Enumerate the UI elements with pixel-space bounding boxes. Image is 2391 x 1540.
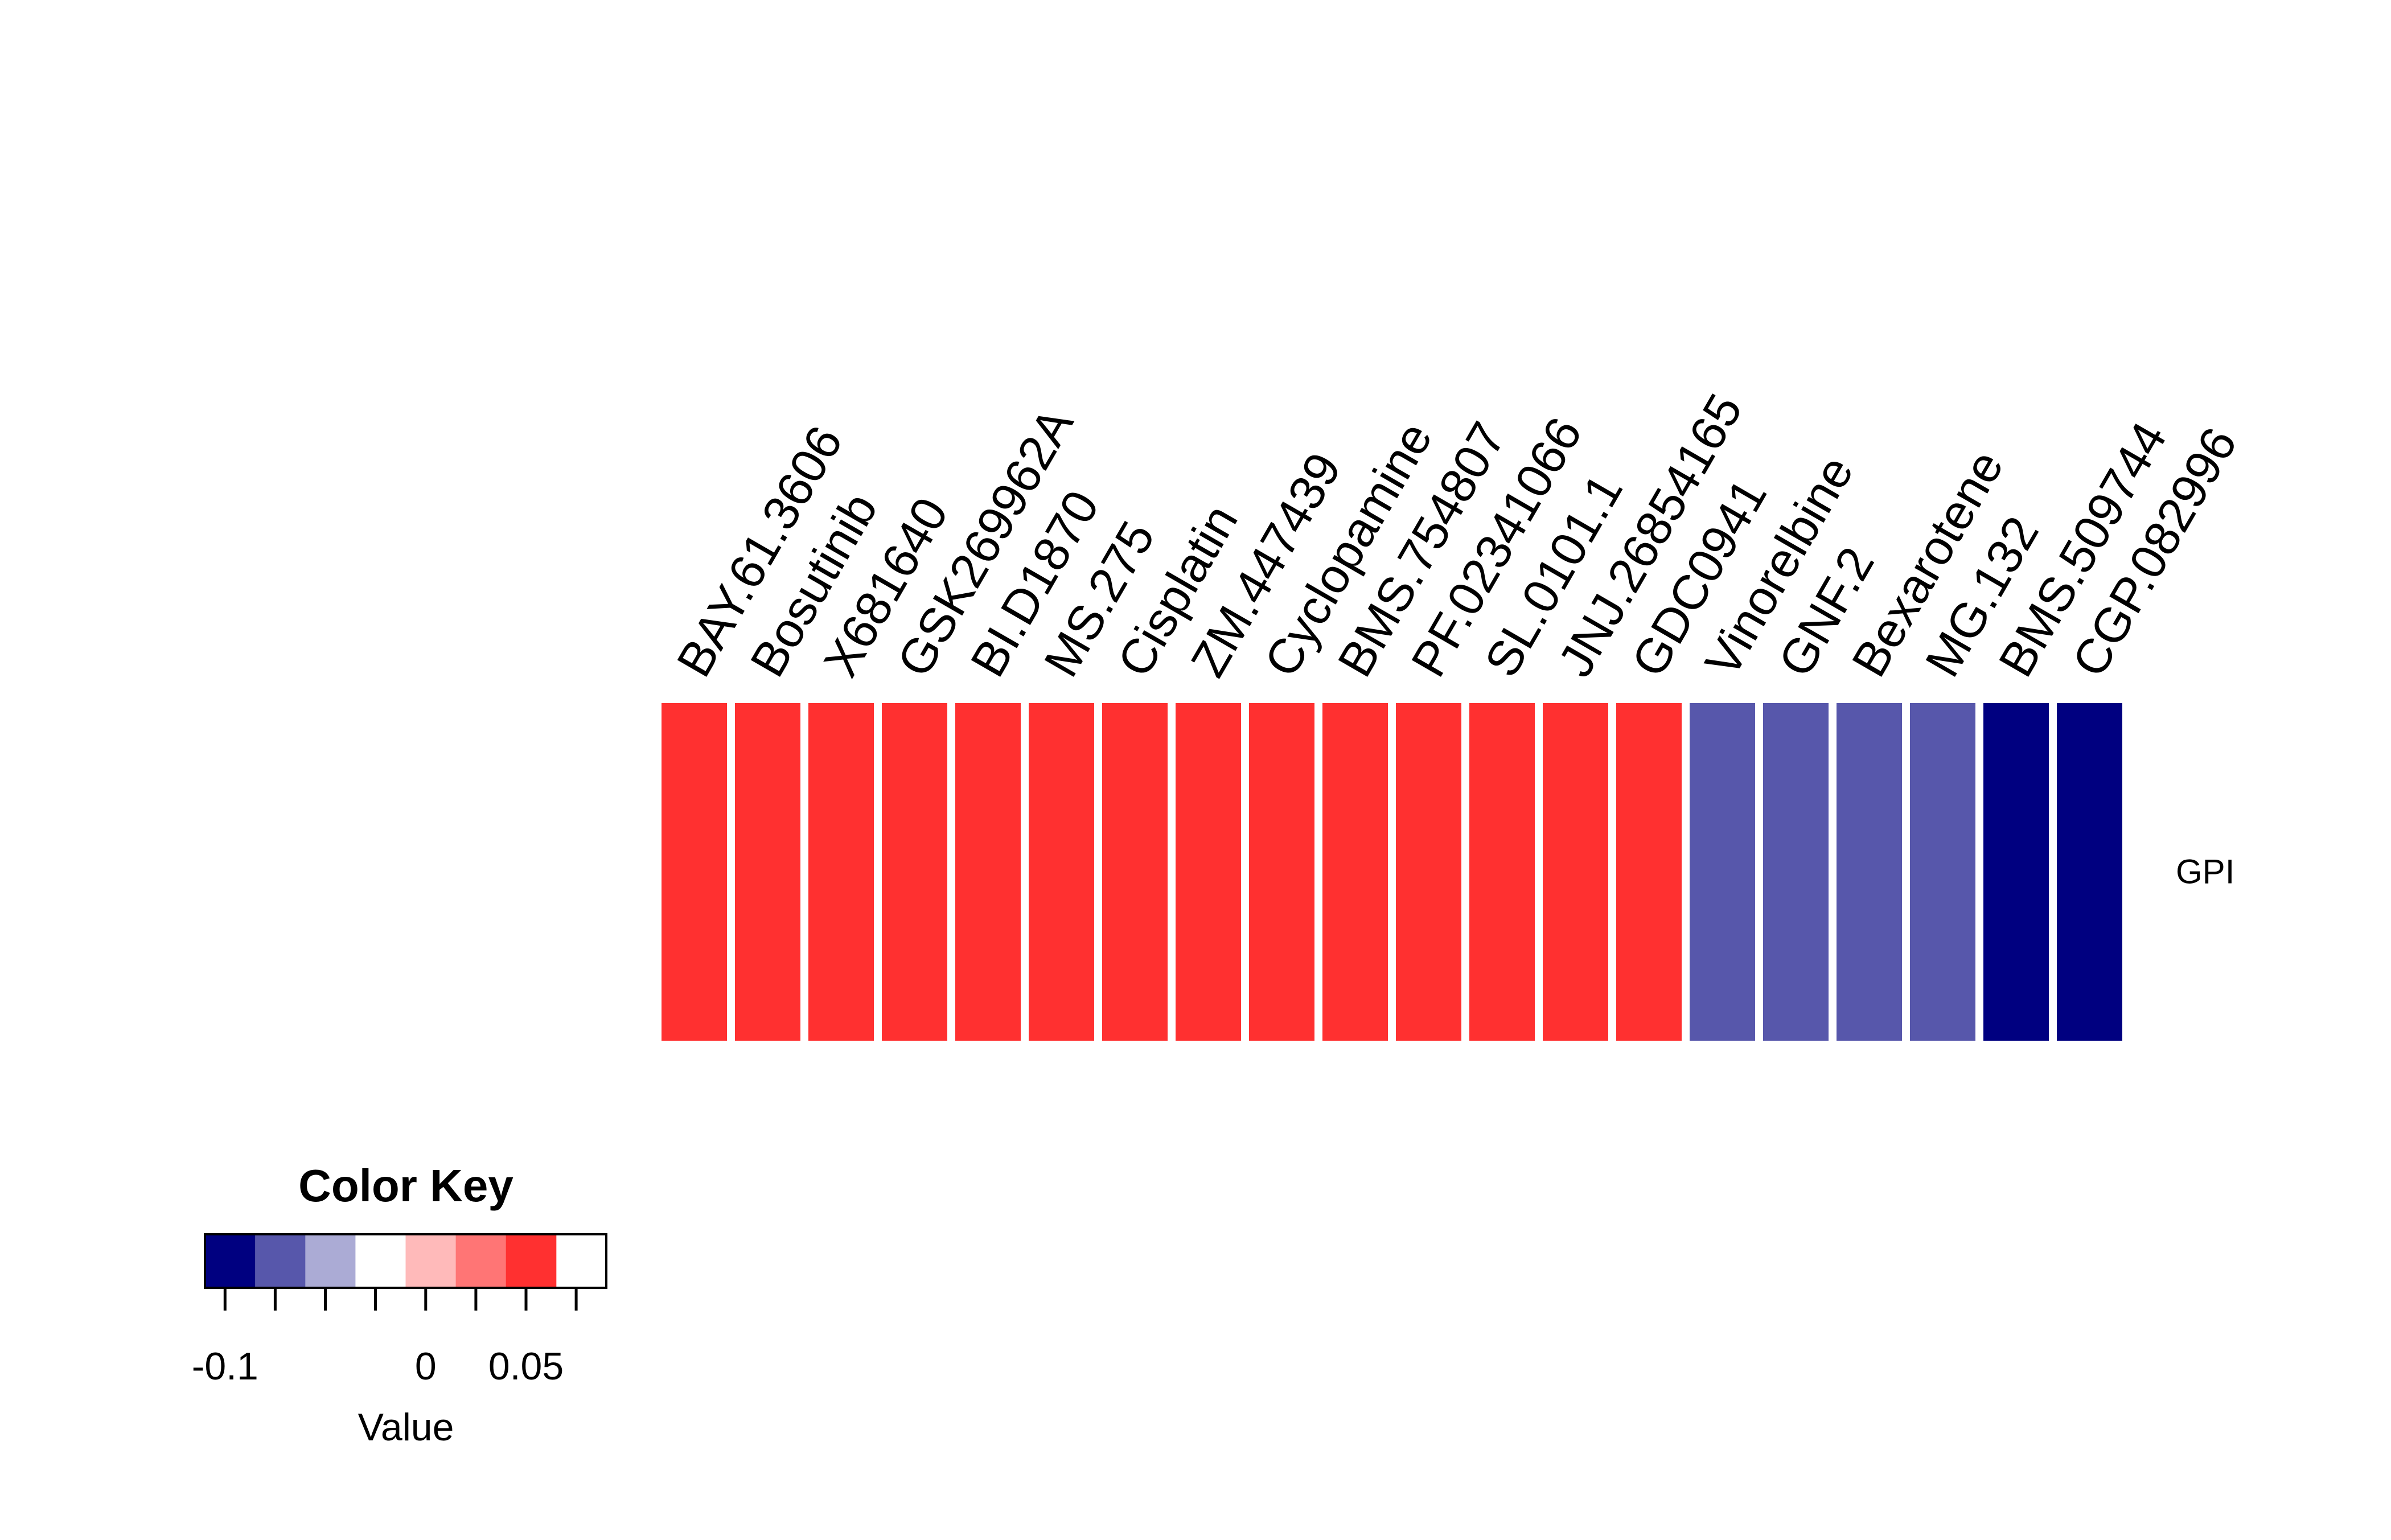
color-key-swatch: [405, 1234, 457, 1288]
color-key-tick-label: -0.1: [192, 1345, 258, 1388]
color-key-swatch: [455, 1234, 507, 1288]
heatmap-cell: [1322, 703, 1388, 1041]
color-key-frame: [204, 1233, 607, 1289]
heatmap-cell: [1616, 703, 1682, 1041]
heatmap-cell: [662, 703, 727, 1041]
color-key-swatch: [506, 1234, 557, 1288]
heatmap-cell: [1469, 703, 1535, 1041]
heatmap-cell: [955, 703, 1021, 1041]
row-labels: GPI: [2176, 853, 2234, 891]
color-key-tick-label: 0.05: [488, 1345, 564, 1388]
heatmap-cells: [662, 703, 2122, 1041]
color-key-xlabel: Value: [358, 1406, 454, 1449]
heatmap-cell: [1029, 703, 1094, 1041]
row-label: GPI: [2176, 853, 2234, 891]
color-key-swatches: [205, 1234, 557, 1288]
heatmap-cell: [882, 703, 947, 1041]
heatmap-cell: [1763, 703, 1829, 1041]
column-labels: BAY.61.3606BosutinibX681640GSK269962ABI.…: [667, 385, 2248, 685]
heatmap-cell: [1396, 703, 1461, 1041]
color-key-swatch: [305, 1234, 356, 1288]
color-key-swatch: [355, 1234, 406, 1288]
color-key-tick-label: 0: [415, 1345, 437, 1388]
heatmap-cell: [735, 703, 800, 1041]
color-key-swatch: [255, 1234, 306, 1288]
color-key: Color Key -0.1 0 0.05 Value: [192, 1160, 607, 1449]
heatmap-cell: [1910, 703, 1975, 1041]
heatmap-cell: [1249, 703, 1314, 1041]
heatmap-cell: [1837, 703, 1902, 1041]
heatmap-cell: [808, 703, 874, 1041]
heatmap-cell: [1690, 703, 1755, 1041]
heatmap-cell: [1543, 703, 1608, 1041]
heatmap-cell: [1983, 703, 2049, 1041]
color-key-ticks: -0.1 0 0.05: [192, 1288, 578, 1388]
heatmap-cell: [2057, 703, 2122, 1041]
color-key-swatch: [205, 1234, 256, 1288]
heatmap-cell: [1176, 703, 1241, 1041]
heatmap-cell: [1102, 703, 1168, 1041]
color-key-title: Color Key: [298, 1160, 513, 1211]
